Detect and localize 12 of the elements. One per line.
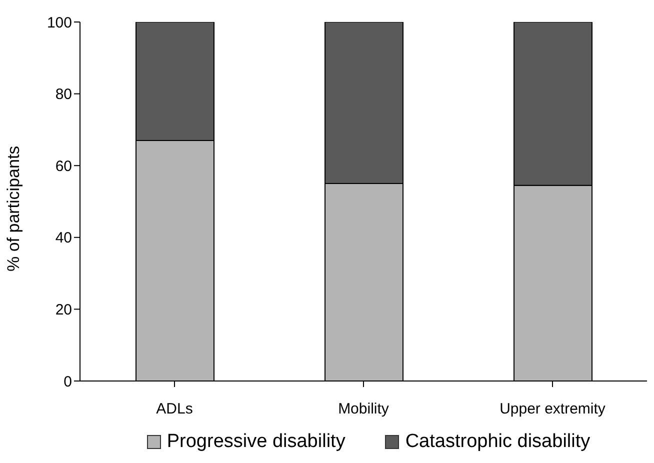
x-tick-label: ADLs [156,400,193,418]
x-tick-label: Upper extremity [500,400,606,418]
legend-label: Progressive disability [166,431,346,453]
x-tick-label: Mobility [338,400,390,418]
y-tick-label: 40 [55,230,72,247]
y-axis-title: % of participants [4,146,24,272]
y-tick-label: 0 [64,373,72,390]
y-tick-label: 100 [46,14,72,32]
y-tick-label: 20 [55,302,72,319]
y-tick-label: 80 [55,86,72,104]
legend-label: Catastrophic disability [405,431,590,453]
y-tick-label: 60 [55,158,72,175]
